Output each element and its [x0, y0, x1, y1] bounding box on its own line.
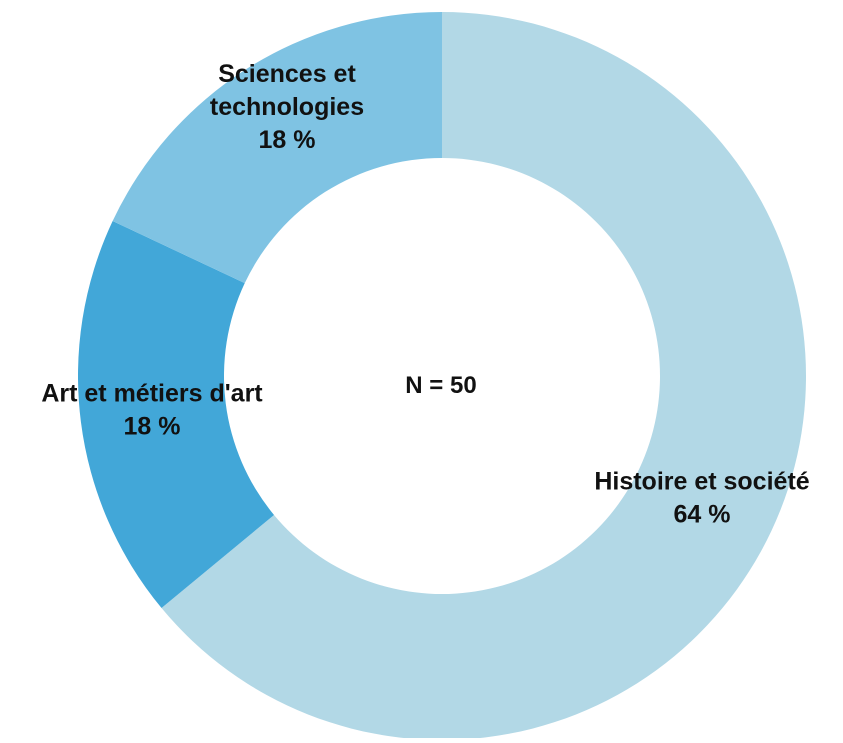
slice-label-line: 18 %: [259, 126, 316, 154]
slice-label-sciences-et-technologies: Sciences et technologies 18 %: [210, 60, 364, 154]
slice-art-et-metiers-d-art: [77, 221, 275, 609]
slice-label-art-et-metiers-d-art: Art et métiers d'art 18 %: [41, 380, 263, 441]
slice-histoire-et-societe: [161, 12, 806, 740]
slice-label-line: Sciences et: [218, 60, 356, 88]
labels-layer: Histoire et société 64 % Art et métiers d'…: [41, 60, 809, 529]
slice-sciences-et-technologies: [112, 12, 443, 284]
slices-layer: [77, 12, 806, 740]
slice-label-histoire-et-societe: Histoire et société 64 %: [594, 468, 809, 529]
slice-label-line: technologies: [210, 93, 364, 121]
slice-label-line: Histoire et société: [594, 468, 809, 496]
slice-label-line: 64 %: [674, 501, 731, 529]
center-label: N = 50: [405, 372, 476, 399]
slice-label-line: 18 %: [124, 413, 181, 441]
slice-label-line: Art et métiers d'art: [41, 380, 263, 408]
